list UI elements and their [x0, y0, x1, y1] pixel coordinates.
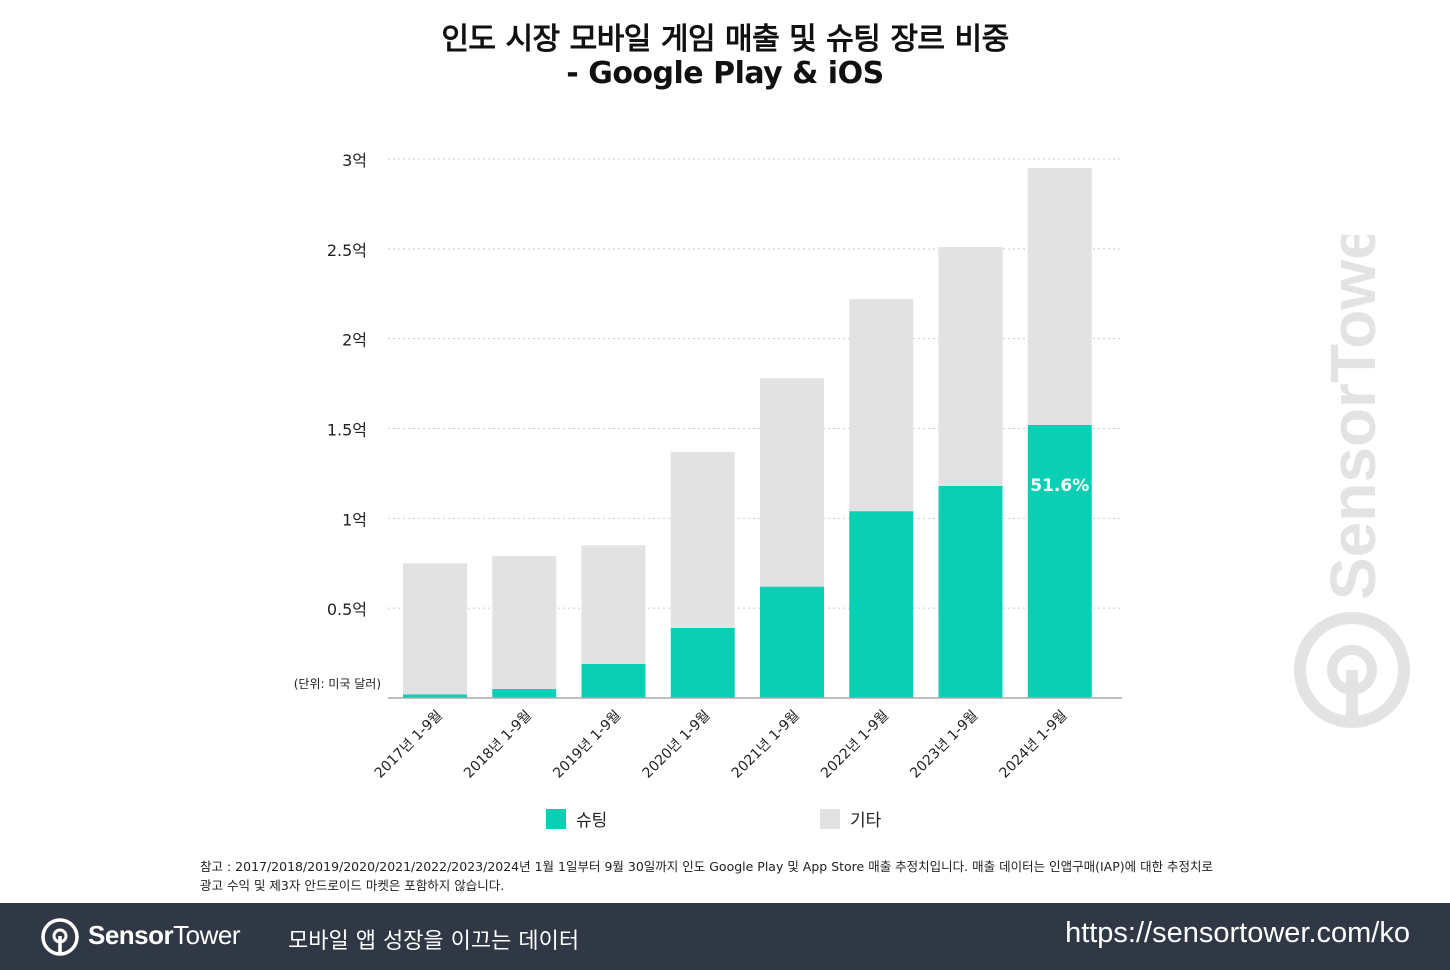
data-label: 51.6% — [1030, 476, 1089, 496]
bar-other — [849, 299, 914, 512]
legend-item-other: 기타 — [820, 806, 881, 831]
bar-shooting — [1027, 424, 1092, 698]
bar-shooting — [492, 689, 557, 698]
x-tick-label: 2019년 1-9월 — [550, 708, 624, 782]
sensortower-logo-icon — [41, 918, 79, 956]
footer-brand-bold: Sensor — [88, 920, 174, 950]
legend-swatch-shooting — [546, 808, 566, 829]
bar-shooting — [670, 627, 735, 698]
x-tick-label: 2018년 1-9월 — [461, 708, 535, 782]
x-tick-label: 2023년 1-9월 — [907, 708, 981, 782]
footnote-line-1: 참고 : 2017/2018/2019/2020/2021/2022/2023/… — [200, 859, 1214, 874]
y-tick-label: 2억 — [342, 331, 367, 350]
legend-label-shooting: 슈팅 — [576, 811, 608, 831]
chart-subtitle: - Google Play & iOS — [566, 56, 884, 91]
bar-other — [760, 378, 824, 587]
bar-other — [670, 451, 735, 628]
bar-other — [938, 247, 1003, 486]
unit-note: (단위: 미국 달러) — [294, 677, 381, 691]
bar-shooting — [760, 586, 824, 698]
bar-other — [581, 545, 646, 664]
bar-other — [403, 563, 467, 695]
watermark-text: SensorTower — [1317, 235, 1389, 600]
chart-title: 인도 시장 모바일 게임 매출 및 슈팅 장르 비중 — [441, 22, 1009, 57]
x-tick-label: 2017년 1-9월 — [372, 708, 446, 782]
footer-bar: SensorTower 모바일 앱 성장을 이끄는 데이터 https://se… — [0, 903, 1450, 970]
x-tick-label: 2021년 1-9월 — [729, 708, 803, 782]
bar-shooting — [403, 694, 467, 698]
legend-label-other: 기타 — [850, 811, 882, 831]
y-tick-label: 1억 — [342, 510, 367, 529]
x-tick-label: 2020년 1-9월 — [640, 708, 714, 782]
x-tick-label: 2024년 1-9월 — [997, 708, 1071, 782]
y-tick-label: 3억 — [342, 151, 367, 170]
y-tick-label: 0.5억 — [327, 600, 367, 619]
bar-shooting — [581, 663, 646, 698]
footer-brand: SensorTower — [88, 920, 241, 951]
bar-other — [1027, 167, 1092, 425]
x-tick-label: 2022년 1-9월 — [818, 708, 892, 782]
bar-other — [492, 556, 557, 690]
y-tick-label: 1.5억 — [327, 421, 367, 440]
sensortower-watermark: SensorTower — [1294, 235, 1410, 728]
bar-shooting — [938, 485, 1003, 698]
sensortower-logo-icon — [1294, 612, 1410, 728]
footer-brand-light: Tower — [173, 920, 241, 950]
y-tick-label: 2.5억 — [327, 241, 367, 260]
footer-tagline: 모바일 앱 성장을 이끄는 데이터 — [288, 929, 580, 954]
footnote-line-2: 광고 수익 및 제3자 안드로이드 마켓은 포함하지 않습니다. — [200, 878, 505, 893]
legend-item-shooting: 슈팅 — [546, 806, 607, 831]
footer-url[interactable]: https://sensortower.com/ko — [1065, 917, 1410, 949]
bar-shooting — [849, 511, 914, 698]
legend-swatch-other — [820, 808, 840, 829]
